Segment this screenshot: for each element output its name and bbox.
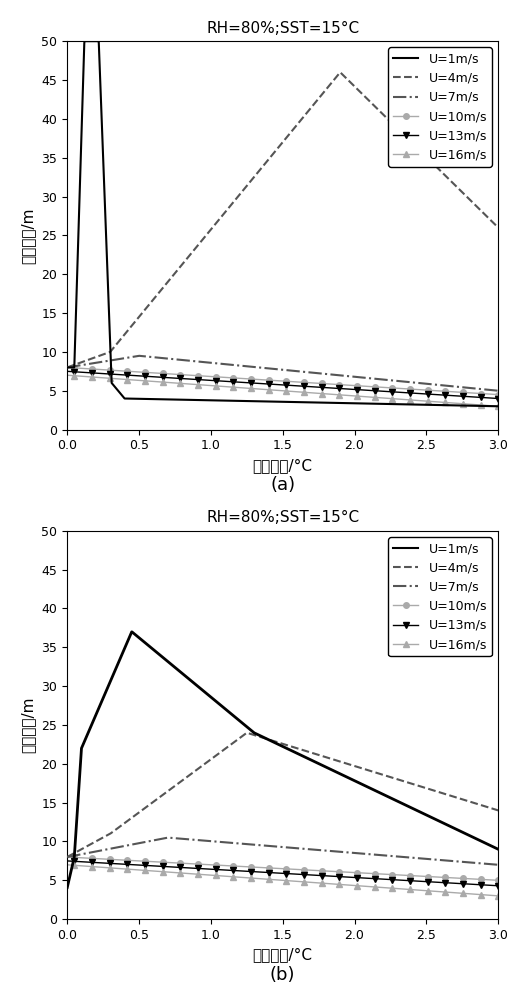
Text: (b): (b) [270, 966, 295, 984]
Y-axis label: 波导高度/m: 波导高度/m [21, 697, 36, 753]
Title: RH=80%;SST=15°C: RH=80%;SST=15°C [206, 510, 359, 525]
Text: (a): (a) [270, 476, 295, 494]
Legend: U=1m/s, U=4m/s, U=7m/s, U=10m/s, U=13m/s, U=16m/s: U=1m/s, U=4m/s, U=7m/s, U=10m/s, U=13m/s… [388, 537, 492, 656]
Legend: U=1m/s, U=4m/s, U=7m/s, U=10m/s, U=13m/s, U=16m/s: U=1m/s, U=4m/s, U=7m/s, U=10m/s, U=13m/s… [388, 47, 492, 167]
Title: RH=80%;SST=15°C: RH=80%;SST=15°C [206, 21, 359, 36]
X-axis label: 气海温差/°C: 气海温差/°C [253, 458, 313, 473]
Y-axis label: 波导高度/m: 波导高度/m [21, 207, 36, 264]
X-axis label: 气海温差/°C: 气海温差/°C [253, 947, 313, 962]
